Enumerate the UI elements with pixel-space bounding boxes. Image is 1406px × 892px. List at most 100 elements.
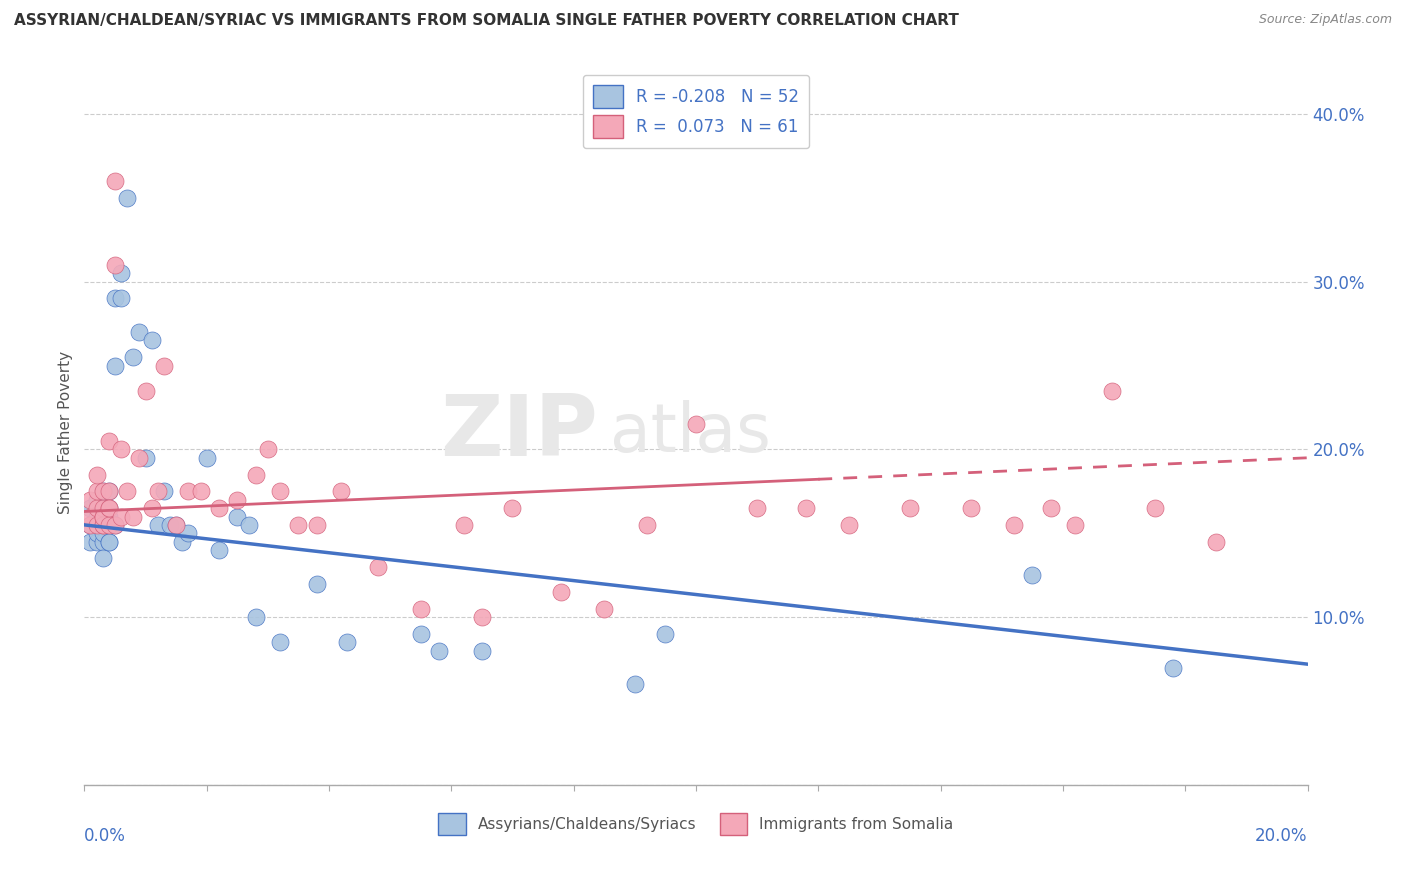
Text: atlas: atlas xyxy=(610,400,772,466)
Point xyxy=(471,644,494,658)
Point xyxy=(97,484,120,499)
Text: Source: ZipAtlas.com: Source: ZipAtlas.com xyxy=(1258,13,1392,27)
Point xyxy=(86,509,108,524)
Point xyxy=(135,384,157,398)
Point xyxy=(79,492,101,507)
Point xyxy=(146,484,169,499)
Point xyxy=(794,501,817,516)
Point xyxy=(115,484,138,499)
Point xyxy=(110,509,132,524)
Point xyxy=(550,585,572,599)
Point xyxy=(104,517,127,532)
Point xyxy=(177,526,200,541)
Point xyxy=(91,551,114,566)
Point xyxy=(409,627,432,641)
Point xyxy=(91,509,114,524)
Point xyxy=(153,359,176,373)
Point xyxy=(287,517,309,532)
Point xyxy=(91,534,114,549)
Point xyxy=(172,534,194,549)
Text: 0.0%: 0.0% xyxy=(84,827,127,846)
Point xyxy=(91,484,114,499)
Point xyxy=(86,517,108,532)
Point xyxy=(336,635,359,649)
Point xyxy=(305,576,328,591)
Point xyxy=(409,602,432,616)
Point xyxy=(208,501,231,516)
Point xyxy=(97,517,120,532)
Point xyxy=(159,517,181,532)
Point xyxy=(91,501,114,516)
Point xyxy=(97,501,120,516)
Point xyxy=(79,501,101,516)
Point xyxy=(97,534,120,549)
Point xyxy=(91,501,114,516)
Point xyxy=(141,501,163,516)
Point xyxy=(86,484,108,499)
Point xyxy=(141,334,163,348)
Point xyxy=(502,501,524,516)
Point xyxy=(122,350,145,364)
Legend: Assyrians/Chaldeans/Syriacs, Immigrants from Somalia: Assyrians/Chaldeans/Syriacs, Immigrants … xyxy=(432,807,960,841)
Point xyxy=(1161,660,1184,674)
Point xyxy=(367,559,389,574)
Text: ZIP: ZIP xyxy=(440,391,598,475)
Point xyxy=(1021,568,1043,582)
Point xyxy=(226,492,249,507)
Point xyxy=(86,526,108,541)
Point xyxy=(104,258,127,272)
Point xyxy=(195,450,218,465)
Point xyxy=(79,534,101,549)
Point xyxy=(91,509,114,524)
Point xyxy=(104,517,127,532)
Point xyxy=(91,526,114,541)
Point xyxy=(91,501,114,516)
Point xyxy=(453,517,475,532)
Point xyxy=(257,442,280,457)
Point xyxy=(165,517,187,532)
Point xyxy=(624,677,647,691)
Point xyxy=(104,174,127,188)
Point xyxy=(269,635,291,649)
Point xyxy=(86,492,108,507)
Point xyxy=(128,450,150,465)
Point xyxy=(110,292,132,306)
Point xyxy=(135,450,157,465)
Point xyxy=(245,467,267,482)
Point xyxy=(305,517,328,532)
Point xyxy=(86,467,108,482)
Point xyxy=(153,484,176,499)
Point xyxy=(97,509,120,524)
Point xyxy=(122,509,145,524)
Point xyxy=(208,543,231,558)
Point xyxy=(330,484,353,499)
Point xyxy=(110,266,132,280)
Point xyxy=(1101,384,1123,398)
Point xyxy=(593,602,616,616)
Point xyxy=(86,501,108,516)
Point xyxy=(97,534,120,549)
Point xyxy=(1039,501,1062,516)
Point xyxy=(79,517,101,532)
Point xyxy=(110,442,132,457)
Point xyxy=(79,517,101,532)
Point xyxy=(97,517,120,532)
Point xyxy=(115,191,138,205)
Point xyxy=(1002,517,1025,532)
Point xyxy=(898,501,921,516)
Point xyxy=(91,517,114,532)
Point xyxy=(654,627,676,641)
Point xyxy=(97,501,120,516)
Point xyxy=(146,517,169,532)
Point xyxy=(636,517,658,532)
Point xyxy=(104,359,127,373)
Point xyxy=(104,292,127,306)
Point xyxy=(190,484,212,499)
Point xyxy=(226,509,249,524)
Point xyxy=(1143,501,1166,516)
Text: 20.0%: 20.0% xyxy=(1256,827,1308,846)
Point xyxy=(165,517,187,532)
Point xyxy=(91,484,114,499)
Point xyxy=(245,610,267,624)
Point xyxy=(238,517,260,532)
